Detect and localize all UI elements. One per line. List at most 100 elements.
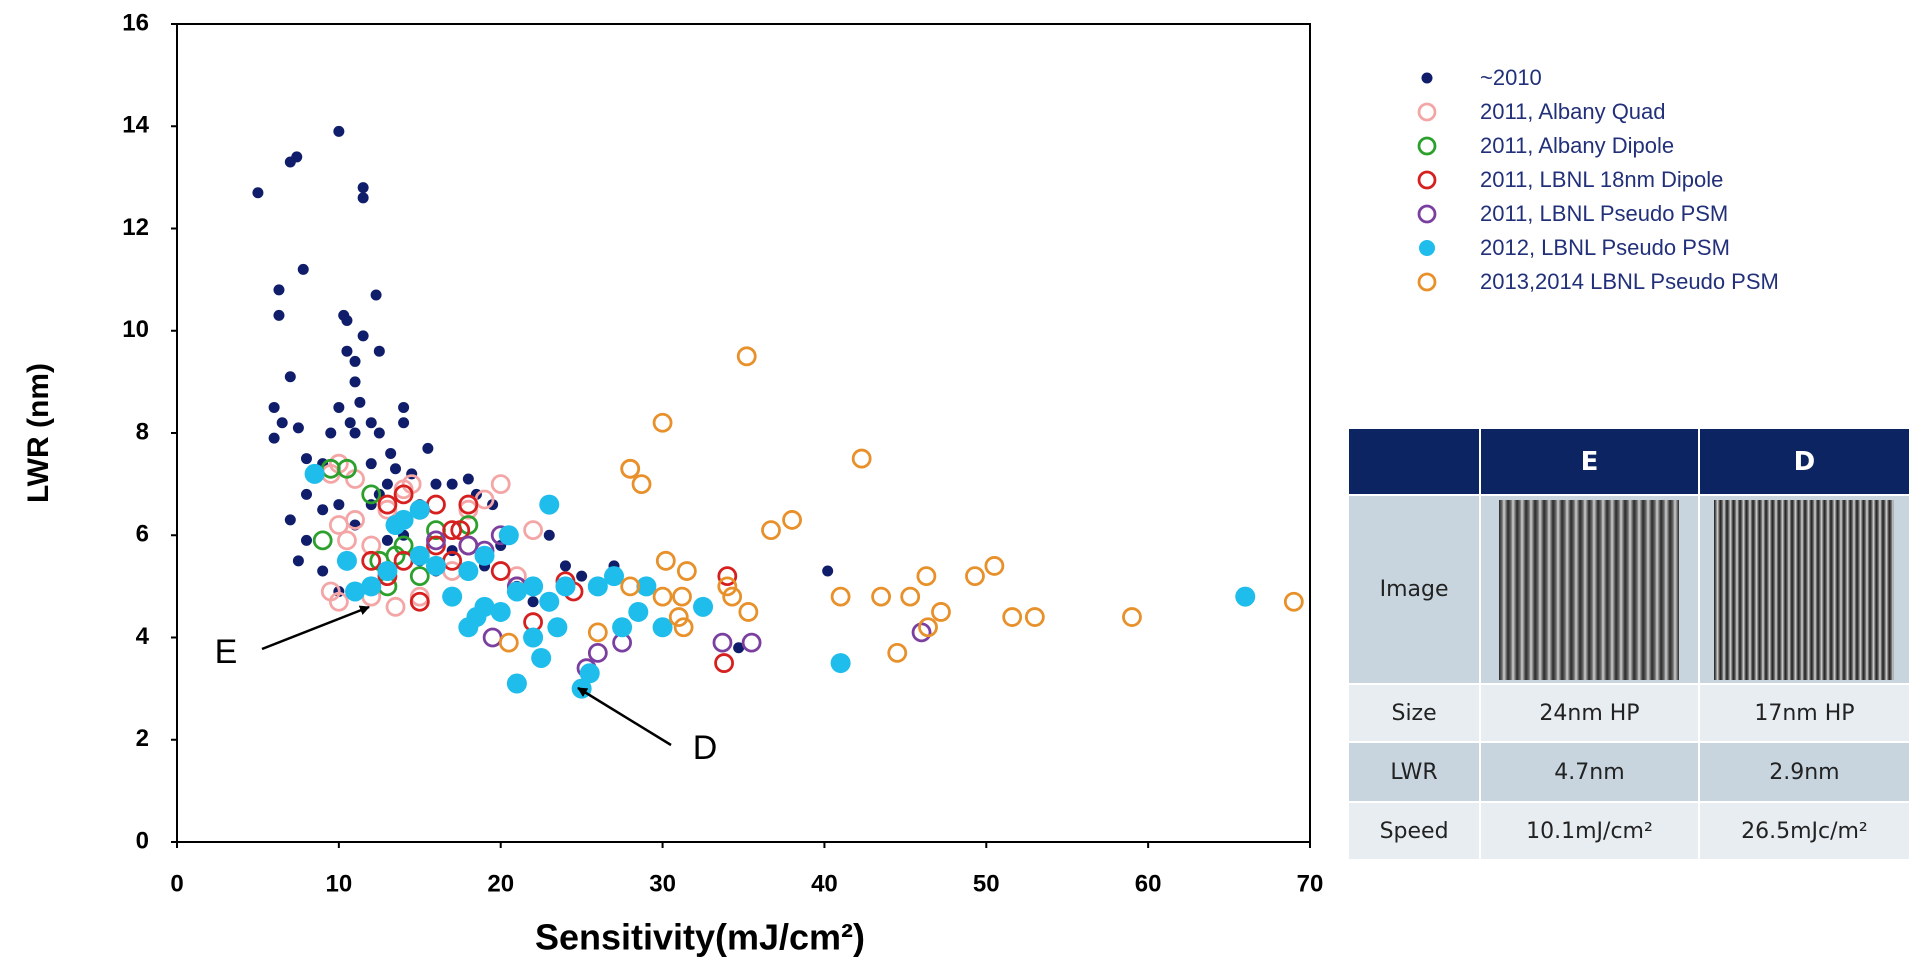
legend-label: 2013,2014 LBNL Pseudo PSM [1480, 269, 1779, 294]
annotation: D [693, 729, 718, 767]
image-cell [1697, 494, 1911, 685]
data-point [458, 494, 479, 515]
data-point [442, 586, 463, 607]
data-point [276, 417, 288, 429]
data-point [325, 427, 337, 439]
data-point [385, 447, 397, 459]
data-point [344, 417, 356, 429]
data-point [490, 601, 511, 622]
data-point [284, 371, 296, 383]
data-point [284, 514, 296, 526]
data-point [252, 187, 264, 199]
legend-symbol [1417, 170, 1437, 190]
data-point [390, 463, 402, 475]
data-point [587, 622, 608, 643]
data-point [291, 151, 303, 163]
data-point [523, 520, 543, 541]
data-point [900, 586, 921, 607]
data-point [693, 596, 714, 617]
data-point [636, 576, 657, 597]
data-point [349, 376, 361, 388]
row-label: LWR [1346, 741, 1482, 803]
data-point [830, 586, 851, 607]
sem-image [1714, 499, 1895, 680]
data-point [425, 555, 446, 576]
data-point [871, 586, 891, 607]
plot-frame [176, 23, 1311, 843]
image-cell [1479, 494, 1700, 685]
data-point [333, 125, 345, 137]
x-tick-label: 40 [811, 870, 838, 897]
data-point [506, 673, 527, 694]
data-point [458, 617, 479, 638]
data-point [490, 474, 511, 495]
data-point [409, 566, 430, 587]
data-point [373, 427, 385, 439]
data-point [717, 576, 738, 597]
cell: 26.5mJc/m² [1697, 801, 1911, 861]
x-tick-label: 70 [1297, 870, 1324, 897]
data-point [474, 489, 495, 510]
data-point [527, 596, 539, 608]
row-label: Image [1346, 494, 1482, 685]
data-point [373, 345, 385, 357]
legend-label: 2011, Albany Dipole [1480, 133, 1675, 158]
y-tick-label: 6 [136, 521, 149, 548]
data-point [393, 509, 414, 530]
data-point [531, 647, 552, 668]
data-point [652, 412, 673, 433]
data-point [579, 663, 600, 684]
data-point [398, 401, 410, 413]
legend-entry: 2013,2014 LBNL Pseudo PSM [1414, 268, 1834, 295]
data-point [1122, 607, 1142, 627]
legend-label: 2012, LBNL Pseudo PSM [1480, 235, 1730, 260]
data-point [300, 488, 312, 500]
data-point [887, 642, 908, 663]
data-point [631, 474, 652, 495]
data-point [381, 478, 393, 490]
data-point [361, 550, 382, 571]
data-point [345, 581, 366, 602]
cell: 17nm HP [1697, 683, 1911, 743]
row-label: Speed [1346, 801, 1482, 861]
legend-entry: 2012, LBNL Pseudo PSM [1414, 234, 1834, 261]
legend-symbol [1417, 102, 1437, 122]
legend-label: ~2010 [1480, 65, 1542, 90]
legend: ~2010 2011, Albany Quad 2011, Albany Dipol… [1414, 64, 1834, 302]
cell: 10.1mJ/cm² [1479, 801, 1700, 861]
cell: 2.9nm [1697, 741, 1911, 803]
data-point [851, 448, 872, 469]
data-point [1235, 586, 1256, 607]
data-point [409, 586, 430, 607]
y-axis-title: LWR (nm) [22, 363, 55, 503]
data-point [712, 632, 733, 653]
data-point [539, 494, 560, 515]
header-cell [1346, 427, 1482, 496]
data-point [668, 607, 689, 627]
data-point [268, 401, 280, 413]
data-point [381, 534, 393, 546]
legend-label: 2011, LBNL Pseudo PSM [1480, 201, 1729, 226]
data-point [741, 632, 762, 653]
x-tick-label: 60 [1135, 870, 1162, 897]
data-point [458, 561, 479, 582]
annotation-arrow [261, 605, 370, 651]
data-point [312, 530, 333, 551]
data-point [349, 427, 361, 439]
data-point [337, 458, 357, 479]
data-point [273, 309, 285, 321]
header-cell: E [1479, 427, 1700, 496]
legend-marker [1419, 240, 1435, 256]
data-point [498, 632, 519, 653]
legend-entry: 2011, LBNL Pseudo PSM [1414, 200, 1834, 227]
legend-symbol [1417, 204, 1437, 224]
data-point [337, 530, 357, 551]
data-point [676, 561, 697, 581]
y-tick-label: 0 [136, 827, 149, 854]
data-point [576, 570, 588, 582]
data-point [984, 556, 1005, 576]
data-point [673, 617, 694, 638]
data-point [377, 494, 398, 515]
data-point [506, 581, 527, 602]
sem-image [1499, 499, 1680, 680]
